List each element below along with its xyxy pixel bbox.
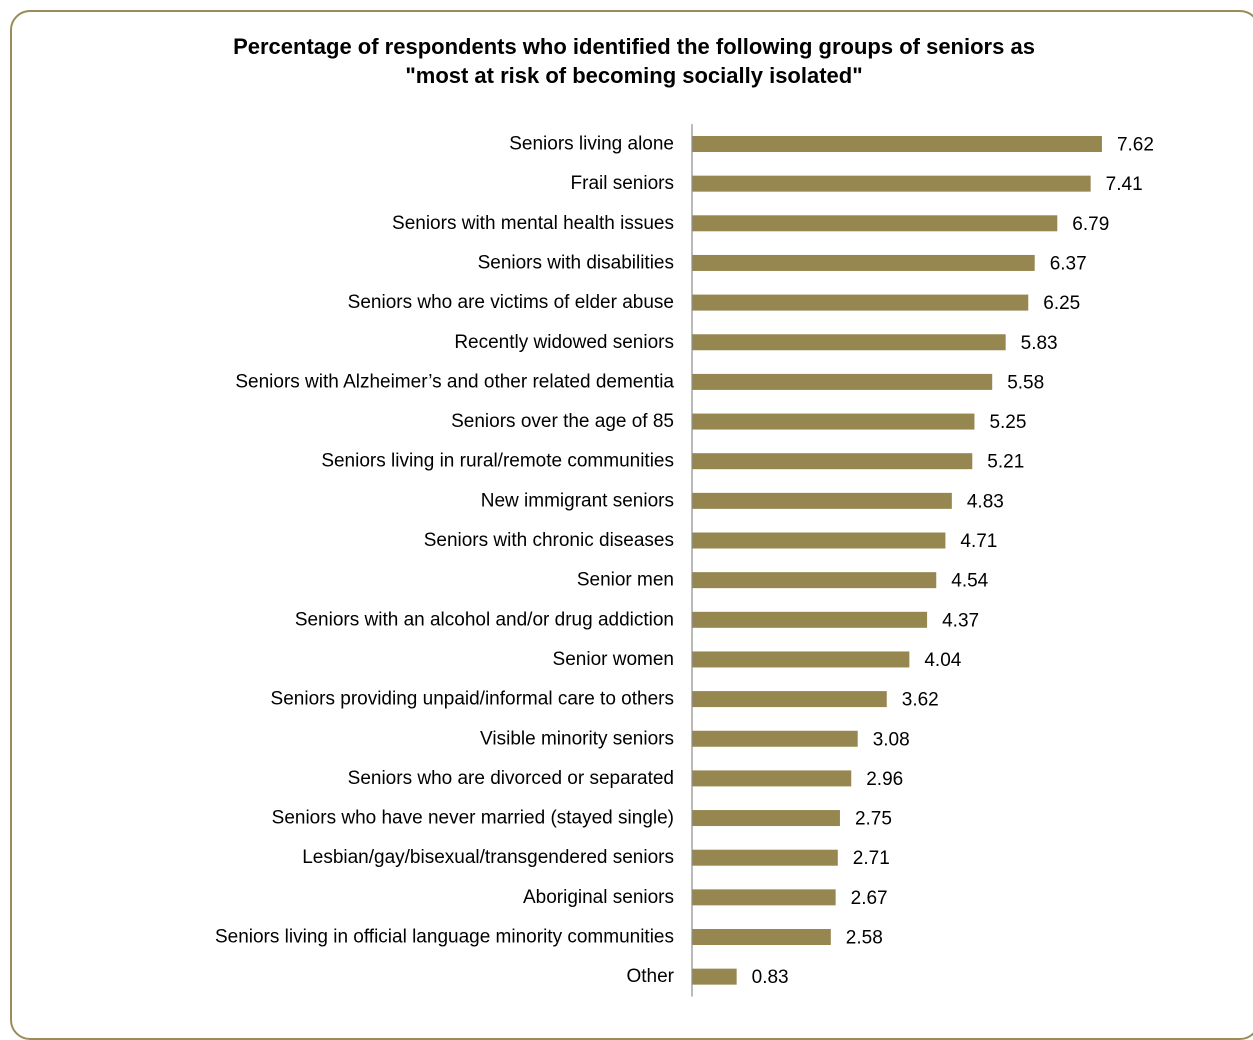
value-label: 4.54 <box>951 571 988 592</box>
value-label: 3.62 <box>902 690 939 711</box>
bar <box>692 136 1102 152</box>
bar <box>692 373 993 390</box>
bar <box>692 889 836 906</box>
bar <box>692 492 952 509</box>
category-label: Seniors with mental health issues <box>392 213 674 234</box>
value-label: 4.04 <box>924 650 961 671</box>
bar <box>692 849 838 866</box>
value-label: 5.83 <box>1021 333 1058 354</box>
bar <box>692 254 1035 271</box>
value-label: 6.37 <box>1050 253 1087 274</box>
chart-title-line-1: Percentage of respondents who identified… <box>233 34 1035 59</box>
value-label: 2.58 <box>846 928 883 949</box>
bar <box>692 770 852 787</box>
bar <box>692 532 946 549</box>
category-label: Seniors who are victims of elder abuse <box>348 292 674 313</box>
value-label: 5.25 <box>989 412 1026 433</box>
chart-title: Percentage of respondents who identified… <box>0 32 1253 90</box>
category-label: Frail seniors <box>571 173 674 194</box>
category-labels-group: Seniors living alone Frail seniors Seniors… <box>215 134 675 988</box>
category-label: Recently widowed seniors <box>454 332 674 353</box>
bar <box>692 968 737 985</box>
category-label: Visible minority seniors <box>480 728 674 749</box>
value-label: 2.67 <box>851 888 888 909</box>
category-label: Senior women <box>553 649 674 670</box>
category-label: Senior men <box>577 570 674 591</box>
bar <box>692 810 840 827</box>
value-labels-group: 7.62 7.41 6.79 6.37 6.25 5.83 5.58 5.25 5.21 4.83… <box>752 135 1154 989</box>
bar <box>692 572 937 589</box>
bar-chart: Seniors living alone Frail seniors Seniors… <box>215 124 1154 997</box>
value-label: 2.71 <box>853 848 890 869</box>
bar <box>692 929 831 945</box>
bar <box>692 453 973 470</box>
bar <box>692 413 975 430</box>
value-label: 7.41 <box>1106 174 1143 195</box>
category-label: Seniors living alone <box>509 134 674 155</box>
value-label: 3.08 <box>873 729 910 750</box>
category-label: Seniors with an alcohol and/or drug addi… <box>295 609 674 630</box>
category-label: Seniors living in official language mino… <box>215 927 674 948</box>
category-label: Seniors living in rural/remote communiti… <box>321 451 674 472</box>
value-label: 5.21 <box>987 452 1024 473</box>
category-label: Seniors who are divorced or separated <box>348 768 674 789</box>
value-label: 2.96 <box>866 769 903 790</box>
bar <box>692 334 1006 351</box>
bar <box>692 294 1029 311</box>
value-label: 4.37 <box>942 610 979 631</box>
category-label: Lesbian/gay/bisexual/transgendered senio… <box>302 847 674 868</box>
bar <box>692 691 887 708</box>
value-label: 2.75 <box>855 809 892 830</box>
value-label: 4.83 <box>967 491 1004 512</box>
value-label: 6.79 <box>1072 214 1109 235</box>
value-label: 4.71 <box>960 531 997 552</box>
value-label: 6.25 <box>1043 293 1080 314</box>
category-label: New immigrant seniors <box>481 490 674 511</box>
category-label: Other <box>626 966 674 987</box>
category-label: Seniors with disabilities <box>478 252 674 273</box>
value-label: 5.58 <box>1007 372 1044 393</box>
bar <box>692 651 910 668</box>
bars-group <box>692 136 1102 985</box>
bar <box>692 175 1091 192</box>
value-label: 7.62 <box>1117 135 1154 156</box>
value-label: 0.83 <box>752 967 789 988</box>
category-label: Aboriginal seniors <box>523 887 674 908</box>
chart-title-line-2: "most at risk of becoming socially isola… <box>405 63 863 88</box>
bar <box>692 611 928 628</box>
bar <box>692 730 858 747</box>
category-label: Seniors who have never married (stayed s… <box>272 808 674 829</box>
category-label: Seniors with chronic diseases <box>424 530 674 551</box>
category-label: Seniors over the age of 85 <box>451 411 674 432</box>
bar <box>692 215 1058 232</box>
category-label: Seniors providing unpaid/informal care t… <box>271 689 674 710</box>
category-label: Seniors with Alzheimer’s and other relat… <box>235 371 674 392</box>
